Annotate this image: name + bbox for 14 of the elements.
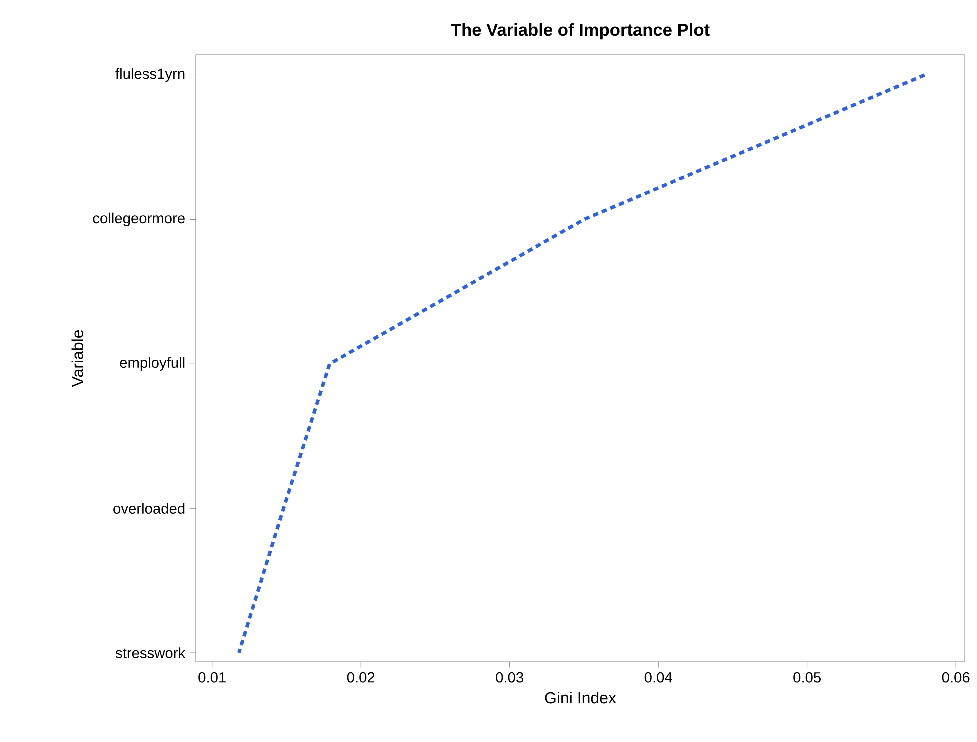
x-tick-label: 0.03 xyxy=(496,672,524,683)
x-tick-label: 0.02 xyxy=(347,672,375,683)
x-axis-title: Gini Index xyxy=(545,692,616,704)
y-tick-label: collegeormore xyxy=(93,212,185,226)
y-tick-label: employfull xyxy=(120,357,185,371)
x-tick-label: 0.06 xyxy=(942,672,970,683)
x-tick-label: 0.01 xyxy=(198,672,226,683)
y-tick-label: stresswork xyxy=(116,648,186,658)
y-axis-title: Variable xyxy=(72,330,84,388)
y-tick-label: overloaded xyxy=(114,503,185,514)
x-tick-label: 0.05 xyxy=(794,672,821,683)
y-tick-label: fluless1yrn xyxy=(116,68,185,82)
chart-title: The Variable of Importance Plot xyxy=(451,23,710,40)
x-tick-label: 0.04 xyxy=(644,672,672,683)
